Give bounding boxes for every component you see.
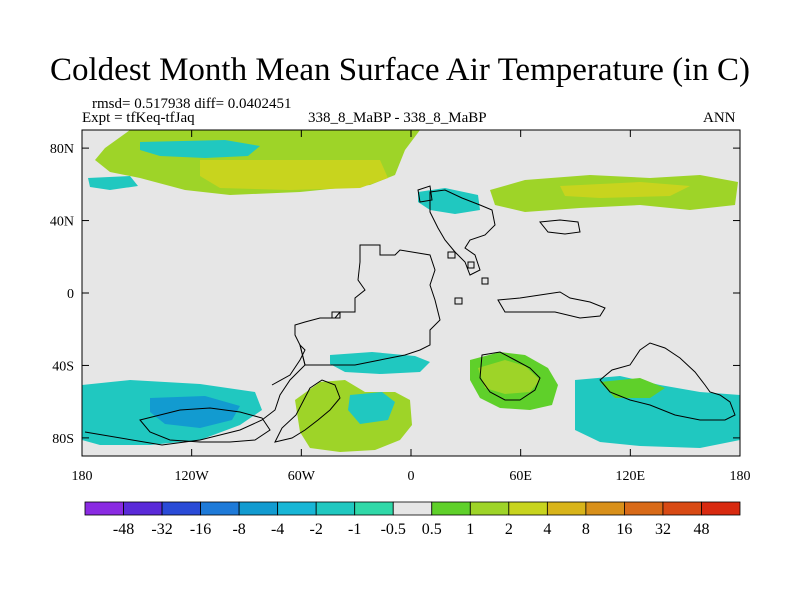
anomaly-region-south-africa-core bbox=[478, 360, 540, 394]
coastlines bbox=[84, 185, 736, 446]
coastline-island-arc-east bbox=[497, 291, 606, 319]
experiment-label: Expt = tfKeq-tfJaq bbox=[82, 110, 195, 126]
x-axis: 180 120W 60W 0 60E 120E 180 bbox=[72, 130, 751, 484]
colorbar-swatch-12 bbox=[546, 501, 587, 516]
anomaly-region-south-atlantic-cyan bbox=[330, 352, 430, 374]
season-label: ANN bbox=[703, 110, 736, 126]
colorbar-swatch-9 bbox=[431, 501, 471, 516]
colorbar-label-4: -4 bbox=[271, 521, 284, 538]
coastline-small-island-3 bbox=[481, 277, 489, 285]
period-label: 338_8_MaBP - 338_8_MaBP bbox=[308, 110, 487, 126]
colorbar-swatch-10 bbox=[469, 501, 510, 516]
colorbar-swatch-14 bbox=[624, 501, 664, 516]
colorbar-swatch-4 bbox=[238, 501, 279, 516]
anomaly-region-southern-green-east bbox=[600, 378, 665, 398]
x-tick-label-1: 120W bbox=[175, 469, 210, 484]
x-tick-label-2: 60W bbox=[288, 469, 316, 484]
y-tick-label-0: 80N bbox=[50, 142, 74, 157]
colorbar-label-8: 0.5 bbox=[422, 521, 442, 538]
colorbar-swatch-1 bbox=[123, 501, 163, 516]
colorbar-swatch-15 bbox=[662, 501, 702, 516]
colorbar-swatch-13 bbox=[585, 501, 625, 516]
coastline-east-asia-islands bbox=[539, 219, 581, 235]
coastline-small-island-5 bbox=[447, 251, 456, 259]
coastline-small-island-1 bbox=[331, 311, 341, 319]
colorbar-swatch-2 bbox=[161, 501, 201, 516]
colorbar-label-11: 4 bbox=[543, 521, 551, 538]
x-tick-label-6: 180 bbox=[730, 469, 751, 484]
anomaly-region-southern-blue-core bbox=[150, 396, 240, 428]
colorbar-label-2: -16 bbox=[190, 521, 211, 538]
y-tick-label-2: 0 bbox=[67, 287, 74, 302]
anomaly-region-arctic-cyan bbox=[140, 140, 260, 158]
colorbar-label-13: 16 bbox=[616, 521, 632, 538]
colorbar-label-7: -0.5 bbox=[381, 521, 406, 538]
x-tick-label-4: 60E bbox=[509, 469, 532, 484]
y-tick-label-4: 80S bbox=[52, 432, 74, 447]
colorbar-label-6: -1 bbox=[348, 521, 361, 538]
coastline-north-arc bbox=[417, 185, 433, 203]
anomaly-region-atlantic-cyan bbox=[418, 188, 480, 214]
y-tick-label-3: 40S bbox=[52, 359, 74, 374]
colorbar: -48 -32 -16 -8 -4 -2 -1 -0.5 0.5 1 2 4 8 16 32 48 bbox=[84, 501, 741, 538]
coastline-south-america-west bbox=[84, 343, 306, 446]
colorbar-label-15: 48 bbox=[693, 521, 709, 538]
chart-title: Coldest Month Mean Surface Air Temperatu… bbox=[50, 52, 750, 88]
coastline-small-island-4 bbox=[454, 297, 463, 305]
map-plot-area bbox=[82, 130, 740, 456]
colorbar-swatch-16 bbox=[701, 501, 741, 516]
coastline-antarctic-peninsula bbox=[139, 407, 271, 443]
colorbar-label-0: -48 bbox=[113, 521, 134, 538]
coastline-small-island-2 bbox=[467, 261, 475, 269]
colorbar-label-14: 32 bbox=[655, 521, 671, 538]
colorbar-swatch-3 bbox=[200, 501, 240, 516]
anomaly-region-southern-cyan-central bbox=[348, 392, 395, 424]
colorbar-swatch-0 bbox=[84, 501, 124, 516]
colorbar-swatch-6 bbox=[315, 501, 356, 516]
coastline-africa-europe bbox=[294, 244, 441, 366]
coastline-southern-africa-outline bbox=[479, 351, 541, 401]
colorbar-swatch-7 bbox=[354, 501, 394, 516]
anomaly-region-north-america-core bbox=[560, 182, 690, 198]
anomaly-region-north-asia-core bbox=[200, 160, 388, 190]
x-tick-label-0: 180 bbox=[72, 469, 93, 484]
colorbar-swatch-5 bbox=[277, 501, 317, 516]
coastline-asia-east bbox=[429, 189, 496, 276]
rmsd-diff-label: rmsd= 0.517938 diff= 0.0402451 bbox=[92, 96, 292, 112]
y-tick-label-1: 40N bbox=[50, 215, 74, 230]
colorbar-label-5: -2 bbox=[310, 521, 323, 538]
x-tick-label-5: 120E bbox=[616, 469, 646, 484]
coastline-australia bbox=[599, 342, 736, 421]
colorbar-swatch-8 bbox=[392, 501, 433, 516]
x-tick-label-3: 0 bbox=[408, 469, 415, 484]
anomaly-region-northwest-patch bbox=[88, 176, 138, 190]
y-axis: 80N 40N 0 40S 80S bbox=[50, 142, 740, 447]
colorbar-label-1: -32 bbox=[151, 521, 172, 538]
colorbar-label-10: 2 bbox=[505, 521, 513, 538]
coastline-south-atlantic-sliver bbox=[274, 379, 341, 443]
colorbar-swatch-11 bbox=[508, 501, 548, 516]
colorbar-label-9: 1 bbox=[466, 521, 474, 538]
colorbar-label-3: -8 bbox=[232, 521, 245, 538]
colorbar-label-12: 8 bbox=[582, 521, 590, 538]
